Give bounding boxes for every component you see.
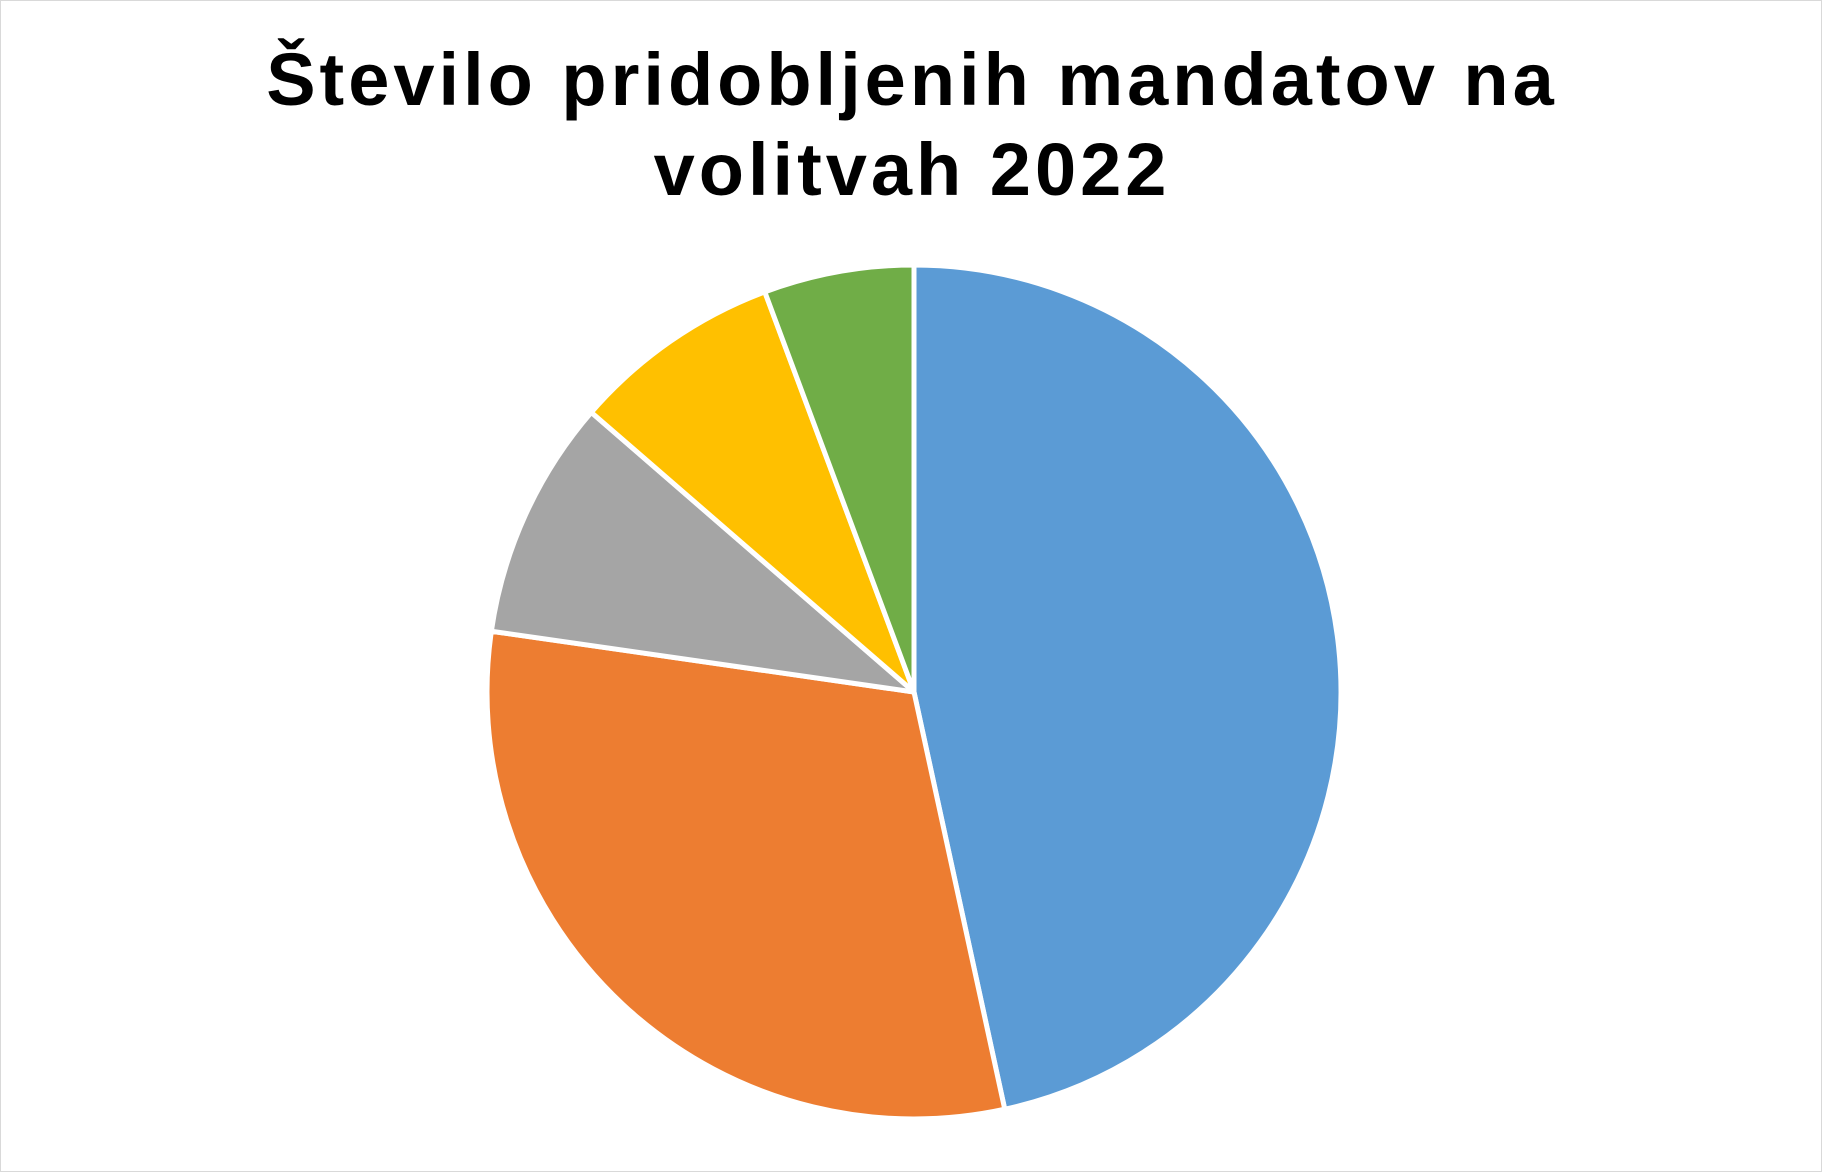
pie-slice-1 (911, 262, 1344, 1112)
pie-slice-3 (488, 409, 917, 695)
chart-title-line-2: volitvah 2022 (653, 128, 1171, 211)
chart-title-line-1: Število pridobljenih mandatov na (266, 38, 1558, 121)
pie-slices (484, 262, 1344, 1122)
chart-title: Število pridobljenih mandatov na volitva… (1, 35, 1822, 215)
pie-slice-4 (588, 289, 917, 695)
pie-slice-2 (484, 628, 1008, 1122)
pie-slice-5 (762, 262, 917, 695)
